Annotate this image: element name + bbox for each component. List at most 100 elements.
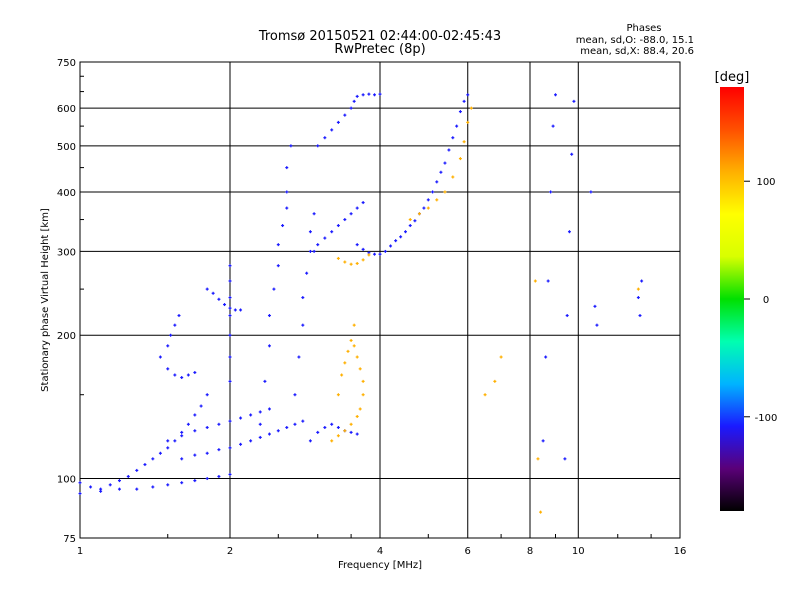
data-point: [233, 308, 237, 312]
data-point: [346, 349, 350, 353]
data-point: [483, 393, 487, 397]
data-point: [343, 429, 347, 433]
data-point: [205, 477, 209, 481]
data-point: [389, 244, 393, 248]
data-point: [638, 314, 642, 318]
data-point: [308, 439, 312, 443]
data-point: [228, 472, 232, 476]
data-point: [536, 457, 540, 461]
data-point: [108, 483, 112, 487]
x-tick-label: 2: [227, 546, 233, 557]
data-point: [567, 230, 571, 234]
data-point: [180, 434, 184, 438]
data-point: [367, 92, 371, 96]
data-point: [239, 442, 243, 446]
data-point: [458, 110, 462, 114]
data-point: [223, 303, 227, 307]
data-point: [544, 355, 548, 359]
data-point: [431, 190, 435, 194]
data-point: [565, 314, 569, 318]
data-point: [78, 492, 82, 496]
data-point: [151, 457, 155, 461]
data-point: [308, 230, 312, 234]
data-point: [228, 314, 232, 318]
data-point: [267, 432, 271, 436]
data-point: [336, 434, 340, 438]
data-point: [408, 224, 412, 228]
data-point: [228, 379, 232, 383]
data-point: [323, 136, 327, 140]
data-point: [435, 198, 439, 202]
data-point: [169, 333, 173, 337]
data-point: [276, 264, 280, 268]
data-point: [330, 439, 334, 443]
data-point: [373, 252, 377, 256]
data-point: [180, 457, 184, 461]
data-point: [173, 373, 177, 377]
data-point: [258, 435, 262, 439]
data-point: [443, 161, 447, 165]
data-point: [462, 99, 466, 103]
data-point: [426, 206, 430, 210]
data-point: [352, 344, 356, 348]
data-point: [570, 152, 574, 156]
data-point: [301, 419, 305, 423]
data-point: [305, 271, 309, 275]
data-point: [546, 279, 550, 283]
data-point: [193, 453, 197, 457]
data-point: [143, 463, 147, 467]
x-tick-label: 6: [465, 546, 471, 557]
data-point: [285, 166, 289, 170]
data-point: [239, 308, 243, 312]
data-point: [549, 190, 553, 194]
data-point: [367, 253, 371, 257]
x-axis-ticks: 1 2 4 6 8 10 16: [77, 534, 687, 557]
data-point: [493, 379, 497, 383]
data-point: [533, 279, 537, 283]
data-point: [435, 180, 439, 184]
data-point: [316, 430, 320, 434]
data-point: [361, 258, 365, 262]
data-point: [349, 262, 353, 266]
data-point: [297, 355, 301, 359]
data-point: [323, 236, 327, 240]
data-points: [78, 92, 644, 514]
y-axis-label: Stationary phase Virtual Height [km]: [40, 208, 51, 392]
data-point: [336, 256, 340, 260]
data-point: [78, 481, 82, 485]
data-point: [373, 93, 377, 97]
data-point: [285, 206, 289, 210]
data-point: [99, 489, 103, 493]
data-point: [228, 419, 232, 423]
data-point: [293, 422, 297, 426]
y-tick-label: 400: [57, 188, 76, 199]
data-point: [336, 120, 340, 124]
data-point: [199, 404, 203, 408]
data-point: [312, 212, 316, 216]
data-point: [312, 249, 316, 253]
x-tick-label: 16: [674, 546, 687, 557]
data-point: [217, 422, 221, 426]
data-point: [228, 279, 232, 283]
data-point: [228, 264, 232, 268]
data-point: [217, 297, 221, 301]
data-point: [539, 510, 543, 514]
data-point: [352, 99, 356, 103]
data-point: [193, 371, 197, 375]
data-point: [177, 314, 181, 318]
data-point: [239, 416, 243, 420]
x-tick-label: 4: [377, 546, 383, 557]
data-point: [383, 249, 387, 253]
data-point: [422, 206, 426, 210]
data-point: [336, 393, 340, 397]
data-point: [408, 218, 412, 222]
colorbar-tick-label: -100: [755, 413, 778, 424]
y-tick-label: 500: [57, 142, 76, 153]
data-point: [211, 291, 215, 295]
data-point: [330, 422, 334, 426]
data-point: [593, 304, 597, 308]
data-point: [166, 446, 170, 450]
data-point: [205, 425, 209, 429]
data-point: [589, 190, 593, 194]
